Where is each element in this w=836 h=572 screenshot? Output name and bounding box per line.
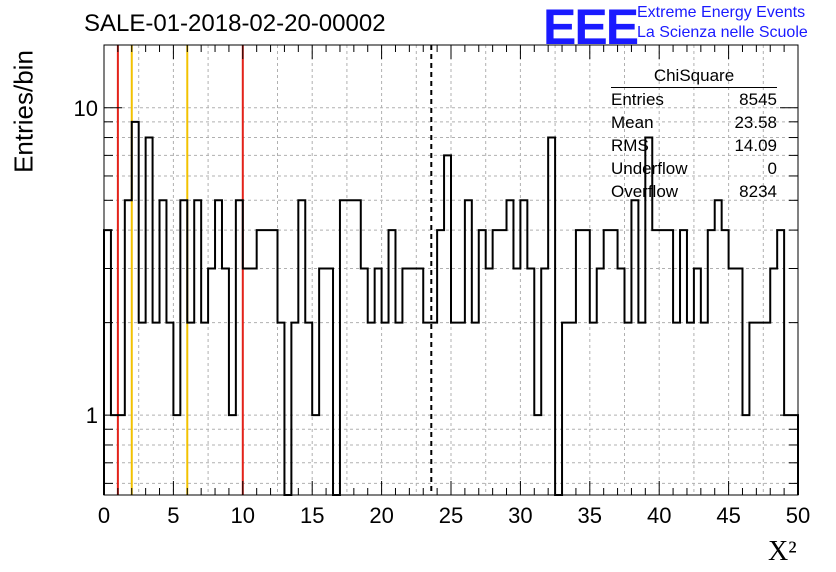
x-tick-label: 0 — [98, 503, 110, 528]
stats-label: RMS — [611, 136, 649, 155]
stats-title: ChiSquare — [611, 66, 777, 88]
y-axis-label: Entries/bin — [8, 50, 39, 173]
y-tick-label: 10 — [74, 96, 98, 121]
chart-title: SALE-01-2018-02-20-00002 — [84, 10, 386, 37]
stats-value: 23.58 — [734, 113, 777, 132]
logo-line-2: La Scienza nelle Scuole — [637, 24, 808, 41]
x-tick-label: 45 — [716, 503, 740, 528]
stats-value: 8234 — [739, 182, 777, 201]
stats-row-entries: Entries 8545 — [611, 88, 777, 111]
x-tick-label: 30 — [508, 503, 532, 528]
stats-value: 14.09 — [734, 136, 777, 155]
stats-row-underflow: Underflow 0 — [611, 157, 777, 180]
stats-row-overflow: Overflow 8234 — [611, 180, 777, 203]
stats-value: 8545 — [739, 90, 777, 109]
x-tick-label: 50 — [786, 503, 810, 528]
x-tick-label: 40 — [647, 503, 671, 528]
eee-logo: EEE — [543, 0, 639, 55]
stats-row-rms: RMS 14.09 — [611, 134, 777, 157]
x-tick-label: 20 — [369, 503, 393, 528]
stats-box: ChiSquare Entries 8545 Mean 23.58 RMS 14.09… — [611, 66, 777, 203]
x-tick-label: 25 — [439, 503, 463, 528]
x-tick-label: 10 — [231, 503, 255, 528]
stats-label: Mean — [611, 113, 654, 132]
stats-value: 0 — [767, 159, 777, 178]
y-tick-label: 1 — [86, 403, 98, 428]
x-tick-label: 35 — [578, 503, 602, 528]
x-axis-label: X² — [768, 536, 797, 567]
stats-label: Overflow — [611, 182, 679, 201]
stats-label: Entries — [611, 90, 664, 109]
x-tick-label: 15 — [300, 503, 324, 528]
x-tick-label: 5 — [167, 503, 179, 528]
stats-row-mean: Mean 23.58 — [611, 111, 777, 134]
logo-line-1: Extreme Energy Events — [637, 4, 806, 21]
histogram-outline — [103, 120, 799, 496]
stats-label: Underflow — [611, 159, 688, 178]
